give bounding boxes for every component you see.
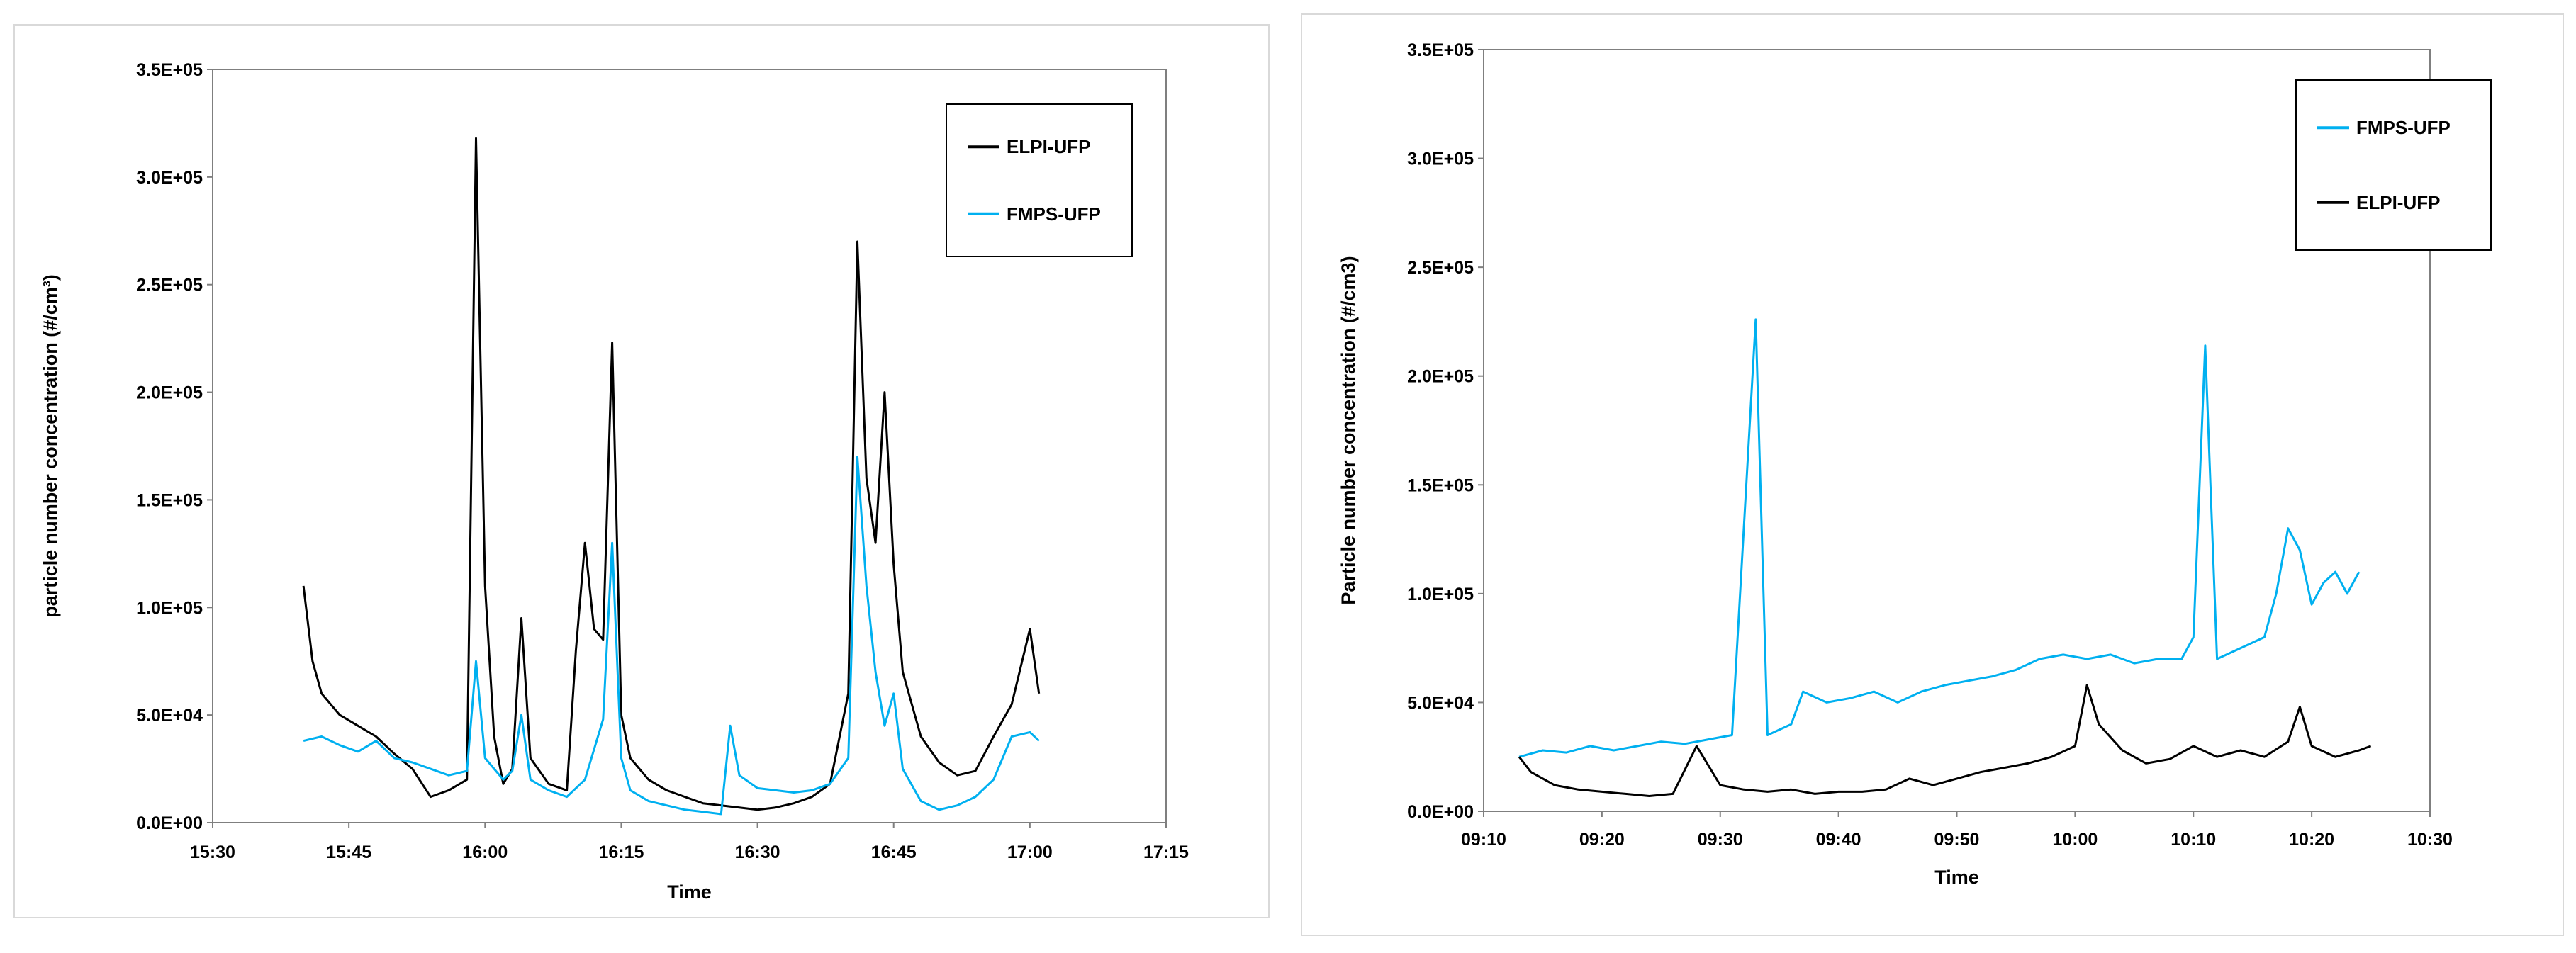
legend-label: ELPI-UFP — [2356, 192, 2440, 213]
series-line-fmps-ufp — [303, 456, 1040, 816]
y-tick-label: 0.0E+00 — [1407, 802, 1474, 822]
x-axis-title: Time — [1934, 867, 1979, 888]
x-tick-label: 16:45 — [871, 842, 917, 862]
legend-box — [946, 103, 1133, 257]
x-tick-label: 15:30 — [190, 842, 235, 862]
x-tick-label: 09:20 — [1579, 830, 1625, 850]
y-tick-label: 5.0E+04 — [1407, 693, 1474, 713]
chart-panel-left: 0.0E+00 5.0E+04 1.0E+05 1.5E+05 2.0E+05 2.5E+… — [0, 0, 1276, 953]
x-tick-label: 09:30 — [1698, 830, 1743, 850]
x-tick-label: 09:10 — [1461, 830, 1506, 850]
series-line-fmps-ufp — [1518, 318, 2361, 758]
x-tick-label: 17:15 — [1143, 842, 1189, 862]
y-tick-label: 3.5E+05 — [1407, 40, 1474, 60]
plot-group-left: 0.0E+00 5.0E+04 1.0E+05 1.5E+05 2.0E+05 2.5E+… — [40, 60, 1189, 903]
x-tick-label: 16:00 — [462, 842, 508, 862]
legend-label: FMPS-UFP — [1007, 203, 1101, 225]
y-tick-label: 2.5E+05 — [1407, 258, 1474, 278]
y-tick-label: 1.0E+05 — [136, 598, 203, 618]
x-tick-label: 16:30 — [735, 842, 780, 862]
y-axis-title: particle number concentration (#/cm³) — [40, 274, 61, 618]
x-tick-label: 09:40 — [1816, 830, 1861, 850]
legend-label: ELPI-UFP — [1007, 136, 1090, 157]
series-line-elpi-ufp — [302, 137, 1041, 811]
legend-box — [2295, 79, 2492, 251]
x-tick-label: 10:10 — [2171, 830, 2216, 850]
y-tick-label: 3.0E+05 — [136, 168, 203, 188]
y-tick-label: 1.5E+05 — [1407, 475, 1474, 495]
x-tick-label: 17:00 — [1007, 842, 1053, 862]
plot-group-right: 0.0E+00 5.0E+04 1.0E+05 1.5E+05 2.0E+05 2.5E+… — [1338, 40, 2492, 888]
x-tick-label: 16:15 — [598, 842, 644, 862]
chart-left: 0.0E+00 5.0E+04 1.0E+05 1.5E+05 2.0E+05 2.5E+… — [13, 24, 1270, 918]
y-tick-label: 2.0E+05 — [1407, 367, 1474, 387]
series-line-elpi-ufp — [1518, 684, 2372, 797]
y-tick-label: 5.0E+04 — [136, 706, 203, 726]
y-tick-label: 3.0E+05 — [1407, 150, 1474, 169]
chart-panel-right: 0.0E+00 5.0E+04 1.0E+05 1.5E+05 2.0E+05 2.5E+… — [1294, 0, 2576, 953]
x-tick-label: 15:45 — [326, 842, 371, 862]
y-tick-label: 2.5E+05 — [136, 276, 203, 295]
y-axis-title: Particle number concentration (#/cm3) — [1338, 256, 1359, 604]
x-axis-title: Time — [667, 881, 712, 903]
x-tick-label: 10:20 — [2289, 830, 2334, 850]
y-tick-label: 0.0E+00 — [136, 813, 203, 833]
y-tick-label: 1.5E+05 — [136, 490, 203, 510]
x-tick-label: 10:30 — [2407, 830, 2453, 850]
panel-divider — [1276, 0, 1294, 953]
y-tick-label: 3.5E+05 — [136, 60, 203, 80]
x-tick-label: 09:50 — [1934, 830, 1980, 850]
y-tick-label: 1.0E+05 — [1407, 585, 1474, 604]
plot-area — [1483, 49, 2431, 812]
y-tick-label: 2.0E+05 — [136, 383, 203, 403]
x-tick-label: 10:00 — [2052, 830, 2098, 850]
chart-right: 0.0E+00 5.0E+04 1.0E+05 1.5E+05 2.0E+05 2.5E+… — [1301, 13, 2564, 936]
legend-label: FMPS-UFP — [2356, 117, 2451, 138]
